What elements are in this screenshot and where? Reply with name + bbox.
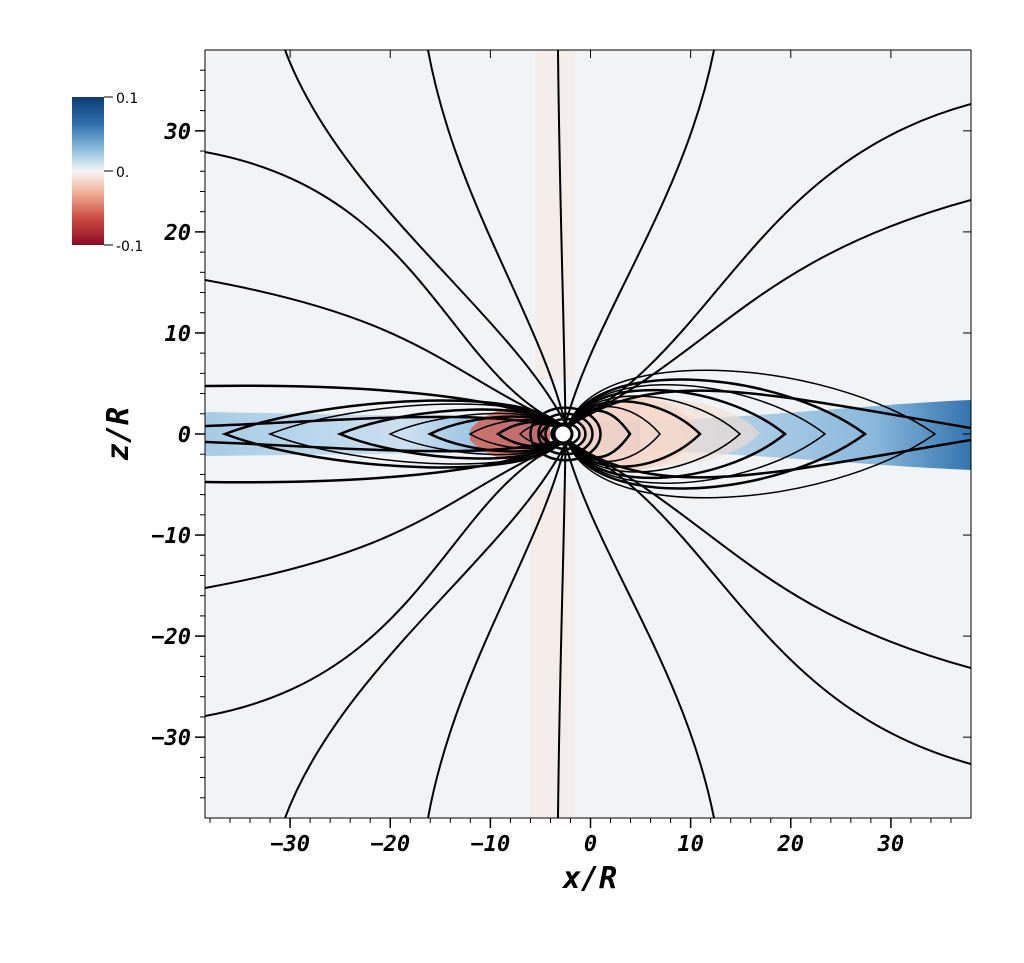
inner-loop [537,412,594,456]
y-tick-label: −30 [151,726,191,751]
field-lines [205,50,971,818]
jet-upper [535,50,575,380]
closed-loop-left [221,399,567,469]
open-field-line-bottom [284,443,567,818]
open-field-line-left-down [205,441,566,717]
y-tick-label: 30 [164,120,192,145]
closed-loop-right [564,409,632,459]
open-field-line-top [564,50,715,425]
inner-loop [550,422,581,446]
x-tick-label: 30 [877,832,905,857]
open-field-line-left-up [205,279,566,427]
x-tick-label: −10 [470,832,510,857]
closed-loop-right [564,384,827,484]
central-body [552,423,574,445]
field-layer [205,50,971,818]
open-field-line-right-down [565,441,971,669]
minor-ticks [200,69,952,823]
x-axis-title: x/R [561,861,617,896]
y-tick-label: −20 [151,625,191,650]
x-tick-label: −20 [370,832,410,857]
x-axis-ticks: −30 −20 −10 0 10 20 30 [270,50,904,857]
y-tick-label: 20 [164,221,192,246]
closed-loop-right [564,378,868,490]
x-tick-label: 20 [777,832,805,857]
y-axis-title: z/R [101,407,136,461]
colorbar-min-label: -0.1 [116,239,143,255]
closed-loop-left [336,408,567,460]
open-field-line-top [284,50,567,425]
open-field-line-bottom [427,443,567,818]
open-field-line-right-up [565,199,971,427]
closed-loop-left [495,420,567,448]
colorbar-max-label: 0.1 [116,91,138,107]
open-field-line-left-up [205,151,566,427]
open-field-line-bottom [564,443,715,818]
colorbar-mid-label: 0. [116,165,129,181]
closed-loop-right [564,395,742,473]
open-field-line-left-down [205,441,566,589]
closed-loop-right [564,369,937,499]
x-tick-label: 10 [677,832,704,857]
open-field-line-top [427,50,567,425]
inner-loop [529,406,602,462]
inner-loop [544,417,587,451]
y-tick-label: −10 [151,524,191,549]
closed-loop-left [267,403,567,465]
closed-loop-left [388,412,567,456]
open-field-line-bottom [557,443,567,818]
y-tick-label: 10 [165,322,192,347]
x-tick-label: −30 [270,832,310,857]
colorbar-gradient [72,97,104,245]
open-field-line-top [557,50,567,425]
jet-lower [530,490,575,818]
colorbar: 0.1 0. -0.1 [72,91,143,255]
closed-loop-right [564,388,787,480]
closed-loop-right [564,405,661,463]
y-axis-ticks: 30 20 10 0 −10 −20 −30 [151,120,971,751]
disk-right [580,400,971,470]
x-tick-label: 0 [584,832,597,857]
closed-loop-right [564,400,702,468]
y-tick-label: 0 [178,423,191,448]
